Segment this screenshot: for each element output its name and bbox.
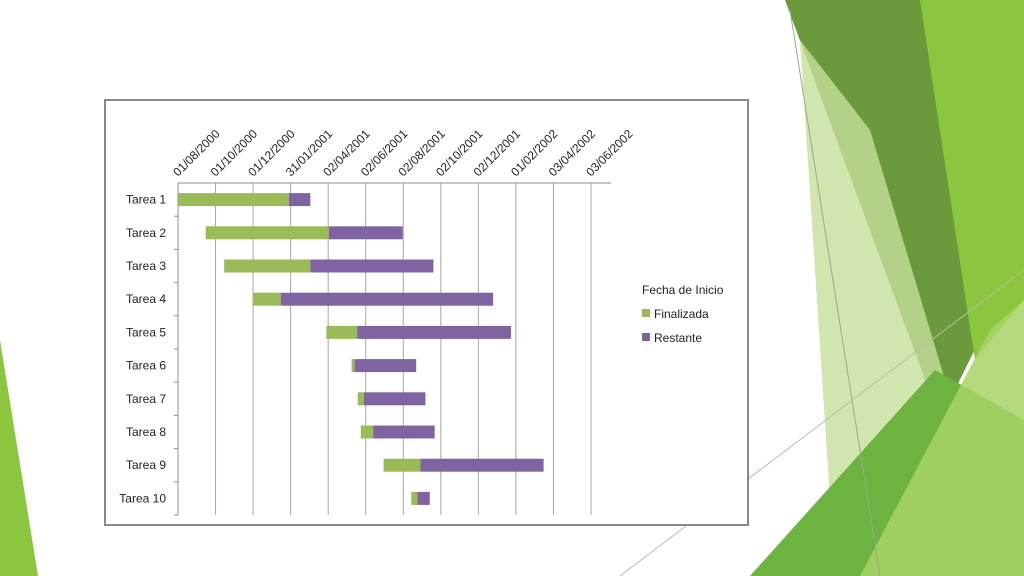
- chart-frame: [104, 99, 749, 526]
- row-label: Tarea 9: [126, 458, 166, 472]
- legend-label-finalizada: Finalizada: [654, 307, 709, 321]
- legend-label-restante: Restante: [654, 331, 702, 345]
- row-label: Tarea 8: [126, 425, 166, 439]
- legend-title: Fecha de Inicio: [642, 283, 724, 297]
- green-facet-pale: [860, 300, 1024, 576]
- row-label: Tarea 2: [126, 226, 166, 240]
- bar-finalizada: [253, 292, 281, 306]
- bars: [178, 193, 544, 505]
- bar-restante: [280, 292, 494, 306]
- row-label: Tarea 10: [119, 491, 166, 505]
- row-label: Tarea 5: [126, 325, 166, 339]
- green-facet-left: [0, 340, 38, 576]
- gantt-chart: 01/08/200001/10/200001/12/200031/01/2001…: [119, 127, 724, 516]
- bar-restante: [417, 491, 430, 505]
- bar-finalizada: [357, 392, 364, 406]
- row-label: Tarea 4: [126, 292, 166, 306]
- axes: [174, 182, 611, 516]
- x-tick-labels: 01/08/200001/10/200001/12/200031/01/2001…: [170, 127, 636, 180]
- bar-finalizada: [178, 193, 289, 207]
- bar-restante: [328, 226, 403, 240]
- bar-finalizada: [205, 226, 329, 240]
- bar-finalizada: [224, 259, 311, 273]
- row-label: Tarea 7: [126, 392, 166, 406]
- bar-restante: [310, 259, 434, 273]
- bar-finalizada: [360, 425, 374, 439]
- row-label: Tarea 6: [126, 359, 166, 373]
- legend-swatch-finalizada: [642, 309, 650, 317]
- bar-finalizada: [351, 359, 355, 373]
- green-facet-light: [800, 40, 945, 500]
- bar-finalizada: [383, 458, 421, 472]
- bar-restante: [354, 359, 417, 373]
- legend: Fecha de Inicio Finalizada Restante: [642, 283, 724, 345]
- decor-line: [789, 9, 881, 576]
- bar-restante: [363, 392, 426, 406]
- bar-finalizada: [411, 491, 418, 505]
- bar-restante: [288, 193, 311, 207]
- bar-restante: [357, 325, 511, 339]
- bar-restante: [420, 458, 544, 472]
- row-labels: Tarea 1 Tarea 2 Tarea 3 Tarea 4 Tarea 5 Tarea…: [119, 193, 166, 506]
- row-label: Tarea 1: [126, 193, 166, 207]
- green-facet-bright: [920, 0, 1024, 360]
- bar-restante: [373, 425, 435, 439]
- legend-swatch-restante: [642, 333, 650, 341]
- bar-finalizada: [326, 325, 358, 339]
- row-label: Tarea 3: [126, 259, 166, 273]
